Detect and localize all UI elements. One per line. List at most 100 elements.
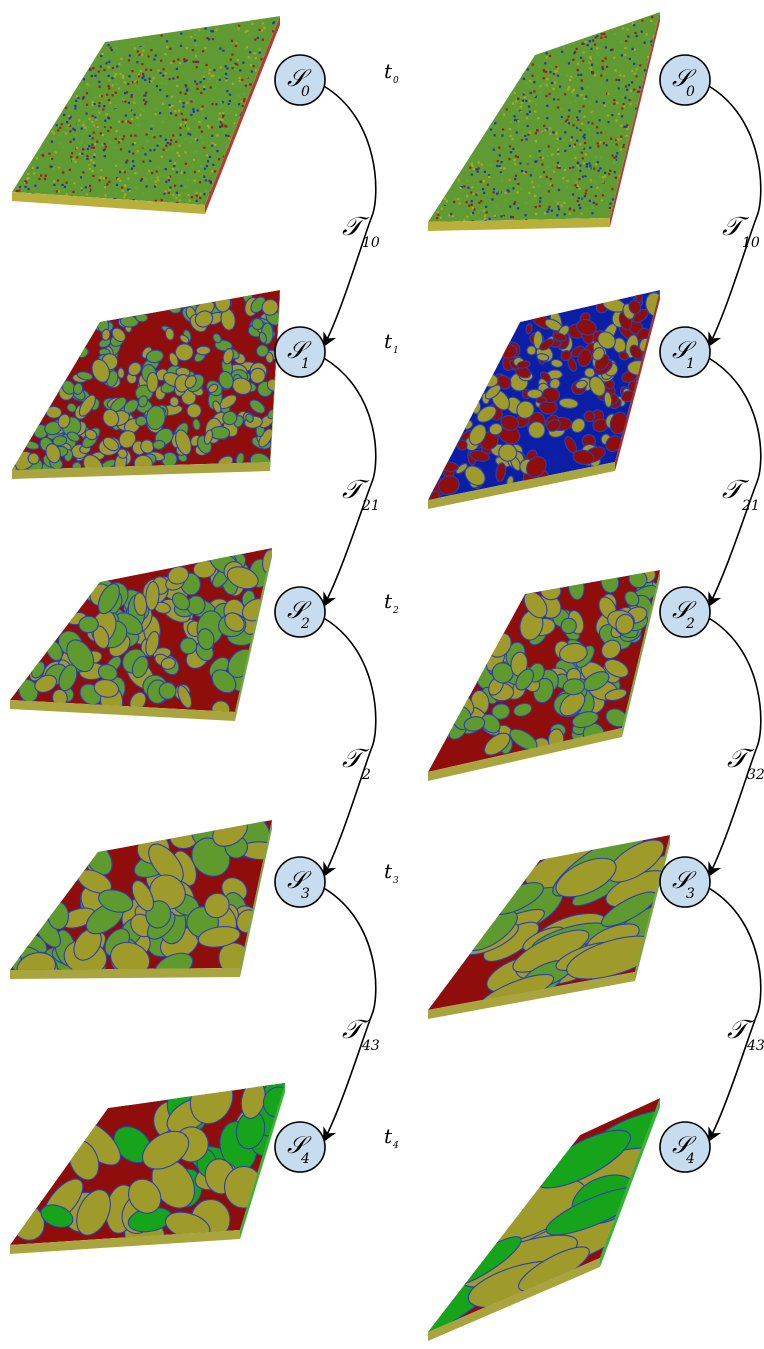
transition-arrow [708,617,762,878]
panel-front-face [12,462,270,479]
transition-label: 𝒯43 [342,1015,380,1054]
transition-subscript: 21 [741,498,760,514]
state-circle [274,1121,326,1173]
panel-top-face [10,820,272,970]
state-node: 𝒮3 [659,856,711,908]
transition-arrow [323,357,377,608]
time-subscript: 0 [393,76,399,86]
state-circle [659,1121,711,1173]
panel-front-face [428,462,615,509]
transition-label: 𝒯21 [342,475,380,514]
transition-subscript: 43 [746,1038,764,1054]
phase-field-panel [428,290,660,509]
panel-side-face [240,1083,285,1239]
transition-arrow [323,85,377,348]
phase-field-panel [12,290,280,479]
panel-top-face [428,835,670,1010]
time-symbol: t [384,589,393,613]
panel-top-face [10,1083,285,1245]
transition-label: 𝒯10 [342,212,380,251]
transition-subscript: 21 [361,498,380,514]
time-symbol: t [384,1124,393,1148]
phase-field-panel [12,16,280,214]
transition-subscript: 43 [361,1038,380,1054]
state-subscript: 4 [685,1151,695,1167]
state-subscript: 3 [301,886,310,902]
state-subscript: 0 [301,84,310,100]
transition-subscript: 2 [361,767,371,783]
state-node: 𝒮3 [274,856,326,908]
transition-subscript: 10 [742,235,760,251]
transition-arrow [708,357,762,608]
panel-side-face [610,12,660,227]
state-subscript: 4 [300,1151,310,1167]
panel-front-face [10,1230,240,1254]
state-subscript: 3 [686,886,695,902]
state-node: 𝒮2 [659,586,711,638]
state-subscript: 0 [686,84,695,100]
panel-top-face [428,570,660,772]
panel-side-face [205,16,280,214]
state-node: 𝒮0 [274,54,326,106]
panel-top-face [12,290,280,470]
state-node: 𝒮4 [659,1121,711,1173]
panel-front-face [428,728,622,781]
panel-top-face [428,290,660,500]
time-subscript: 2 [392,606,399,616]
panel-front-face [10,700,235,721]
state-node: 𝒮0 [659,54,711,106]
time-symbol: t [384,859,393,883]
transition-label: 𝒯32 [727,744,764,783]
panel-side-face [270,290,280,471]
state-subscript: 2 [300,616,310,632]
panel-side-face [635,835,670,981]
transition-arrow [323,887,377,1143]
time-symbol: t [384,329,393,353]
panel-side-face [615,290,660,471]
panel-front-face [10,968,240,979]
phase-field-panel [10,1083,285,1254]
panel-side-face [240,820,272,977]
panel-side-face [622,570,660,737]
state-circle [274,54,326,106]
phase-field-panel [10,820,272,979]
phase-field-panel [10,548,272,721]
state-subscript: 1 [686,356,695,372]
phase-field-panel [428,1098,660,1341]
panel-top-face [428,12,660,222]
panel-front-face [12,192,205,214]
phase-field-panel [428,12,660,231]
panel-side-face [600,1098,660,1267]
state-node: 𝒮1 [659,326,711,378]
state-circle [659,856,711,908]
state-circle [274,586,326,638]
transition-arrow [323,617,377,878]
phase-field-panel [428,570,660,781]
transition-subscript: 10 [362,235,380,251]
state-circle [274,856,326,908]
panel-front-face [428,1258,600,1341]
state-node: 𝒮2 [274,586,326,638]
time-subscript: 1 [393,346,399,356]
transition-label: 𝒯21 [722,475,760,514]
transition-arrow [708,85,762,348]
panel-side-face [235,548,272,721]
state-circle [659,326,711,378]
transition-arrow [708,887,762,1143]
panel-top-face [12,16,280,205]
state-circle [659,586,711,638]
state-subscript: 1 [301,356,310,372]
panel-front-face [428,972,635,1019]
state-node: 𝒮1 [274,326,326,378]
state-node: 𝒮4 [274,1121,326,1173]
phase-field-panel [428,835,670,1019]
time-subscript: 3 [393,876,399,886]
transition-label: 𝒯10 [722,212,760,251]
state-circle [274,326,326,378]
panel-top-face [428,1098,660,1332]
